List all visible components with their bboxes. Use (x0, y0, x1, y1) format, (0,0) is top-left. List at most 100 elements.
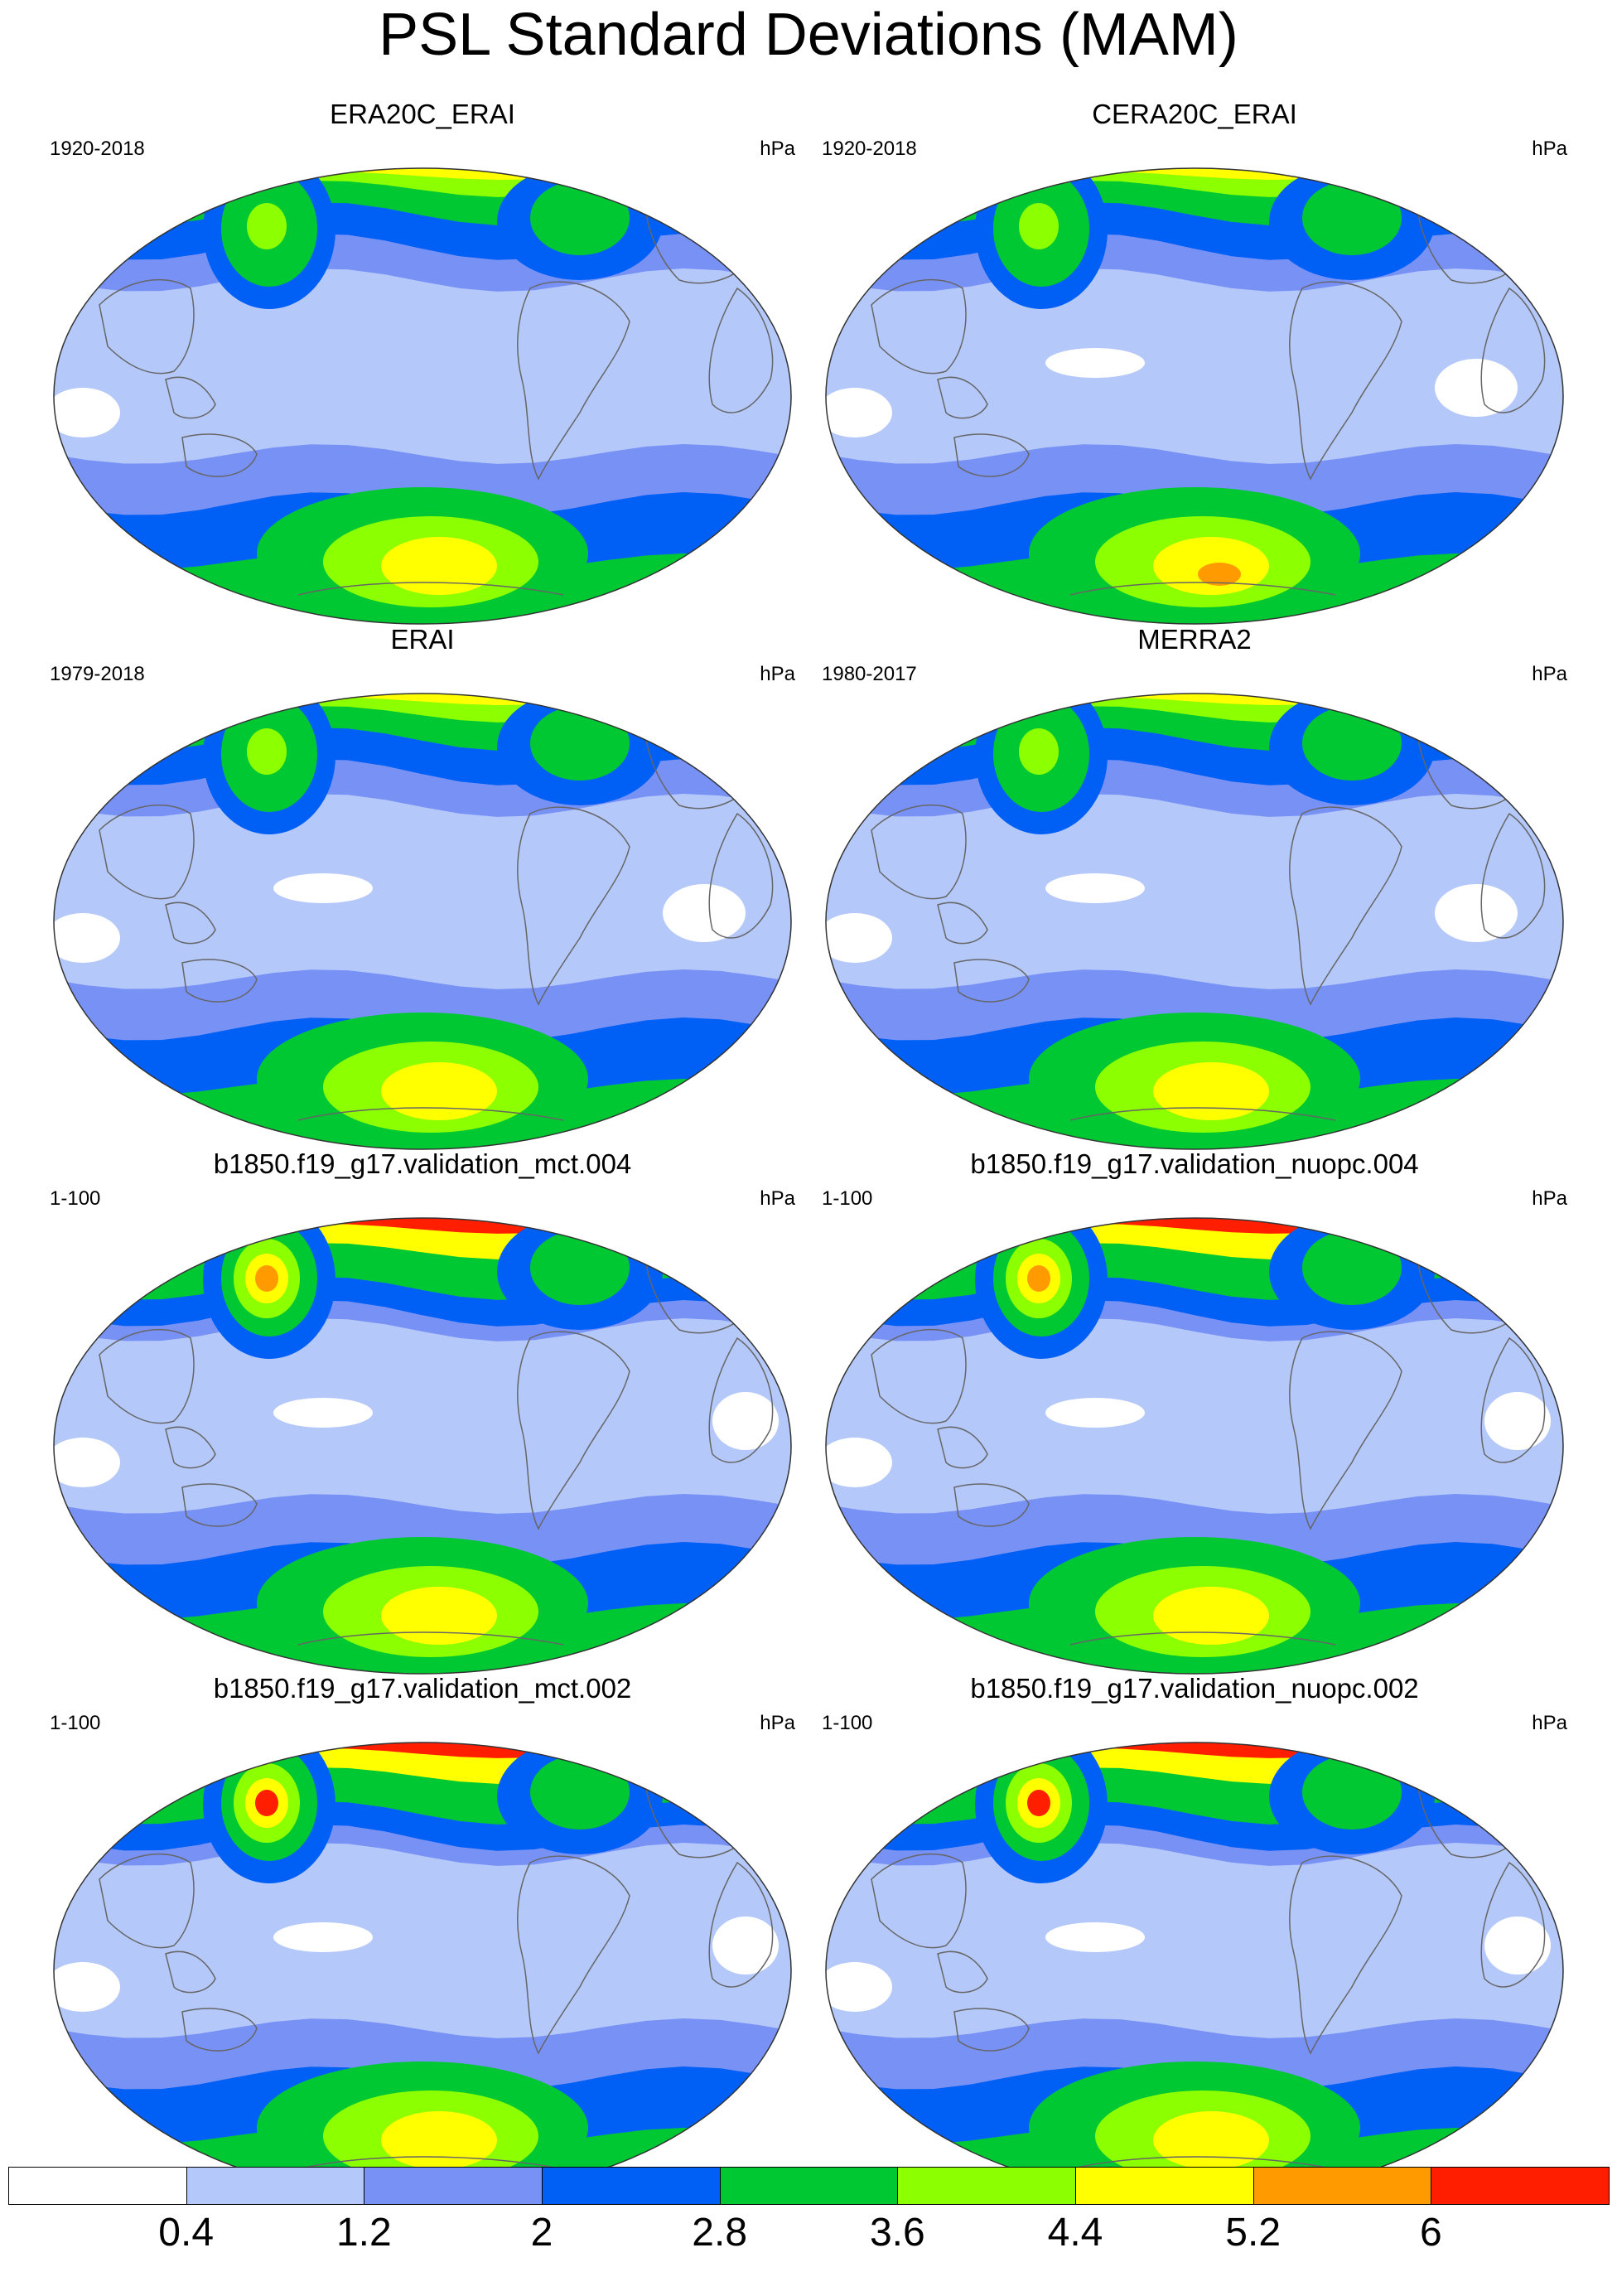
coastline (99, 804, 195, 900)
coastline (871, 1853, 967, 1949)
panel-title: MERRA2 (1137, 624, 1252, 655)
atlantic-low-green (530, 1755, 630, 1830)
panel-period: 1-100 (50, 1712, 101, 1734)
colorbar-box (1075, 2167, 1254, 2205)
panel-period: 1979-2018 (50, 663, 145, 685)
panel-title: CERA20C_ERAI (1092, 99, 1297, 129)
world-map (53, 167, 792, 625)
colorbar (8, 2167, 1610, 2205)
coastline (871, 804, 967, 900)
coastline (871, 278, 967, 375)
tropical-low-variability (1045, 1398, 1145, 1428)
world-map (53, 693, 792, 1150)
southern-yellow-region (381, 1062, 497, 1120)
colorbar-tick-label: 0.4 (158, 2211, 215, 2255)
map-border (53, 1217, 792, 1675)
coastline (953, 959, 1030, 1003)
map-panel: MERRA2 1980-2017 hPa (822, 623, 1567, 1178)
southern-yellow-region (381, 2111, 497, 2169)
coastline (708, 1861, 774, 1988)
coastline (517, 281, 630, 481)
southern-yellow-region (1153, 2111, 1269, 2169)
atlantic-low-green (530, 181, 630, 255)
tropical-low-variability (1484, 1392, 1551, 1450)
coastline (937, 1950, 988, 1994)
pacific-low-core (1027, 1265, 1050, 1292)
map-panel: b1850.f19_g17.validation_mct.004 1-100 h… (50, 1148, 795, 1703)
colorbar-box (719, 2167, 899, 2205)
coastline (165, 376, 216, 419)
southern-yellow-region (1153, 1587, 1269, 1645)
coastline (1069, 1631, 1336, 1646)
coastline (517, 1855, 630, 2055)
coastline (937, 901, 988, 945)
world-map (53, 1217, 792, 1675)
coastline (99, 1328, 195, 1424)
map-border (53, 167, 792, 625)
panel-units: hPa (1532, 138, 1567, 160)
map-panel: b1850.f19_g17.validation_nuopc.002 1-100… (822, 1672, 1567, 2227)
tropical-low-variability (712, 1392, 779, 1450)
coastline (297, 1107, 564, 1121)
panel-title: b1850.f19_g17.validation_mct.002 (213, 1673, 632, 1704)
pacific-low-core (247, 728, 287, 775)
map-border (53, 693, 792, 1150)
colorbar-tick-label: 5.2 (1225, 2211, 1282, 2255)
north-peak-band (54, 694, 791, 705)
coastline (1480, 1337, 1546, 1463)
pacific-low-core (1027, 1790, 1050, 1816)
southern-yellow-region (381, 537, 497, 595)
atlantic-low-green (530, 1230, 630, 1305)
map-panel: CERA20C_ERAI 1920-2018 hPa (822, 98, 1567, 653)
panel-units: hPa (760, 1712, 795, 1734)
coastline (181, 433, 258, 477)
southern-yellow-region (381, 1587, 497, 1645)
coastline (99, 278, 195, 375)
colorbar-tick-label: 3.6 (869, 2211, 925, 2255)
tropical-low-variability (1435, 359, 1518, 417)
panel-units: hPa (1532, 1712, 1567, 1734)
atlantic-low-green (1302, 706, 1402, 781)
coastline (953, 1483, 1030, 1527)
panel-period: 1-100 (50, 1187, 101, 1210)
coastline (1069, 1107, 1336, 1121)
coastline (165, 901, 216, 945)
map-panel: b1850.f19_g17.validation_nuopc.004 1-100… (822, 1148, 1567, 1703)
colorbar-tick-label: 6 (1419, 2211, 1442, 2255)
colorbar-box (542, 2167, 721, 2205)
tropical-low-variability (273, 1398, 373, 1428)
tropical-low-variability (826, 388, 892, 437)
coastline (1289, 1855, 1402, 2055)
colorbar-tick-label: 2.8 (692, 2211, 748, 2255)
colorbar-tick-label: 1.2 (335, 2211, 392, 2255)
panel-title: ERAI (390, 624, 455, 655)
map-border (825, 693, 1564, 1150)
atlantic-low-green (1302, 181, 1402, 255)
map-panel: ERA20C_ERAI 1920-2018 hPa (50, 98, 795, 653)
tropical-low-variability (54, 388, 120, 437)
tropical-low-variability (54, 1962, 120, 2012)
panel-units: hPa (1532, 663, 1567, 685)
pacific-low-core (255, 1265, 278, 1292)
pacific-low-core (255, 1790, 278, 1816)
panel-title: b1850.f19_g17.validation_nuopc.004 (970, 1148, 1419, 1179)
southern-orange-core (1198, 563, 1241, 586)
tropical-low-variability (1435, 884, 1518, 942)
panel-title: b1850.f19_g17.validation_nuopc.002 (970, 1673, 1419, 1704)
panel-units: hPa (760, 1187, 795, 1210)
colorbar-box (8, 2167, 187, 2205)
tropical-low-variability (712, 1917, 779, 1975)
map-panel: ERAI 1979-2018 hPa (50, 623, 795, 1178)
coastline (297, 2156, 564, 2170)
coastlines (99, 736, 774, 1121)
world-map (825, 167, 1564, 625)
world-map (53, 1742, 792, 2199)
colorbar-box (364, 2167, 543, 2205)
north-peak-band (54, 168, 791, 180)
tropical-low-variability (273, 873, 373, 903)
coastlines (871, 1785, 1546, 2170)
coastlines (871, 210, 1546, 596)
atlantic-low-green (1302, 1755, 1402, 1830)
coastline (517, 806, 630, 1006)
coastline (953, 2008, 1030, 2052)
